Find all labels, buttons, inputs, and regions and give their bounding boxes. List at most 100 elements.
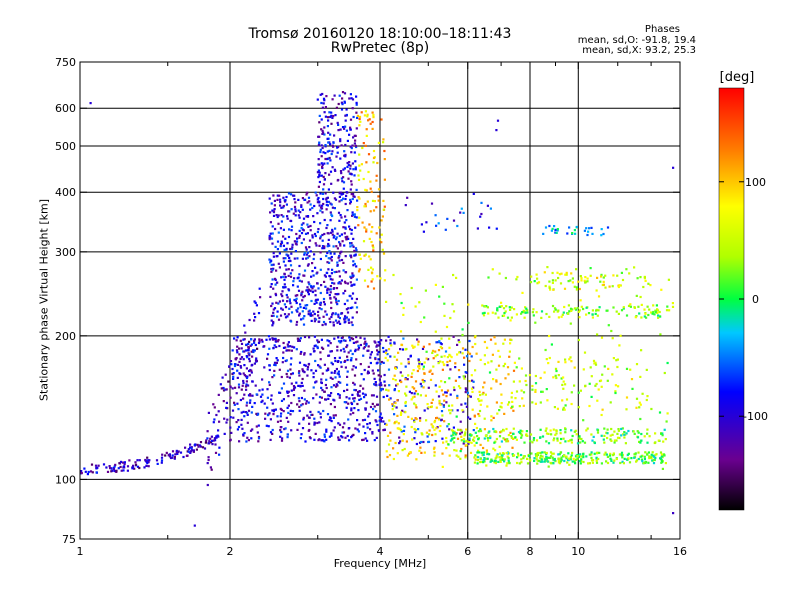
data-point (247, 384, 250, 387)
data-point (321, 106, 324, 109)
data-point (317, 158, 320, 161)
data-point (264, 412, 267, 415)
data-point (625, 432, 628, 435)
data-point (292, 212, 295, 215)
data-point (663, 454, 666, 457)
data-point (617, 312, 620, 315)
data-point (362, 438, 365, 441)
data-point (486, 204, 489, 207)
data-point (297, 384, 300, 387)
data-point (579, 389, 582, 392)
data-point (349, 245, 352, 248)
data-point (366, 285, 370, 288)
data-point (327, 394, 330, 397)
colorbar-tick-label: -100 (743, 410, 768, 423)
data-point (344, 202, 347, 206)
data-point (298, 216, 301, 219)
data-point (323, 363, 326, 366)
data-point (138, 466, 141, 470)
data-point (345, 401, 348, 404)
data-point (298, 312, 301, 315)
data-point (274, 227, 277, 231)
data-point (314, 318, 318, 321)
data-point (242, 410, 245, 413)
data-point (555, 429, 558, 432)
data-point (651, 459, 654, 462)
data-point (338, 234, 341, 238)
data-point (293, 194, 296, 197)
data-point (322, 347, 325, 350)
data-point (595, 289, 598, 292)
data-point (553, 310, 556, 313)
data-point (429, 369, 432, 372)
data-point (385, 300, 388, 303)
data-point (534, 402, 537, 405)
data-point (595, 382, 598, 386)
data-point (515, 390, 519, 393)
data-point (287, 395, 290, 398)
data-point (368, 255, 371, 258)
data-point (333, 405, 336, 409)
data-point (476, 227, 479, 230)
data-point (334, 198, 338, 201)
data-point (283, 248, 286, 252)
data-point (440, 380, 443, 383)
data-point (399, 330, 403, 333)
data-point (462, 410, 465, 413)
data-point (343, 302, 346, 306)
data-point (187, 450, 190, 453)
data-point (448, 337, 451, 340)
data-point (441, 414, 444, 417)
data-point (324, 152, 327, 155)
data-point (557, 316, 560, 319)
data-point (274, 292, 277, 295)
data-point (579, 275, 582, 278)
data-point (331, 268, 334, 271)
data-point (456, 343, 459, 346)
data-point (326, 339, 329, 342)
data-point (366, 372, 369, 375)
data-point (298, 314, 301, 317)
data-point (666, 412, 669, 415)
data-point (413, 420, 416, 423)
data-point (638, 401, 641, 404)
data-point (321, 239, 324, 242)
data-point (548, 315, 551, 318)
data-point (253, 349, 256, 352)
data-point (363, 226, 366, 229)
data-point (327, 354, 331, 357)
data-point (395, 384, 398, 387)
data-point (331, 206, 334, 209)
data-point (290, 373, 293, 376)
data-point (290, 357, 293, 360)
data-point (584, 276, 587, 279)
y-tick-label: 750 (55, 56, 76, 69)
data-point (543, 460, 546, 463)
data-point (343, 167, 346, 170)
data-point (407, 415, 410, 418)
data-point (333, 197, 336, 200)
data-point (300, 280, 303, 283)
data-point (350, 173, 353, 176)
data-point (358, 216, 361, 219)
data-point (336, 349, 339, 352)
data-point (397, 422, 400, 425)
data-point (389, 439, 392, 442)
data-point (559, 451, 562, 454)
data-point (336, 372, 339, 375)
data-point (193, 524, 196, 527)
data-point (505, 440, 508, 443)
data-point (309, 312, 312, 315)
data-point (345, 238, 348, 241)
data-point (304, 440, 307, 443)
data-point (581, 440, 584, 443)
data-point (293, 198, 296, 201)
data-point (467, 440, 470, 443)
data-point (595, 309, 598, 312)
data-point (406, 454, 409, 457)
data-point (109, 466, 112, 470)
data-point (621, 427, 624, 430)
data-point (417, 340, 420, 343)
data-point (320, 439, 323, 442)
data-point (376, 349, 379, 352)
